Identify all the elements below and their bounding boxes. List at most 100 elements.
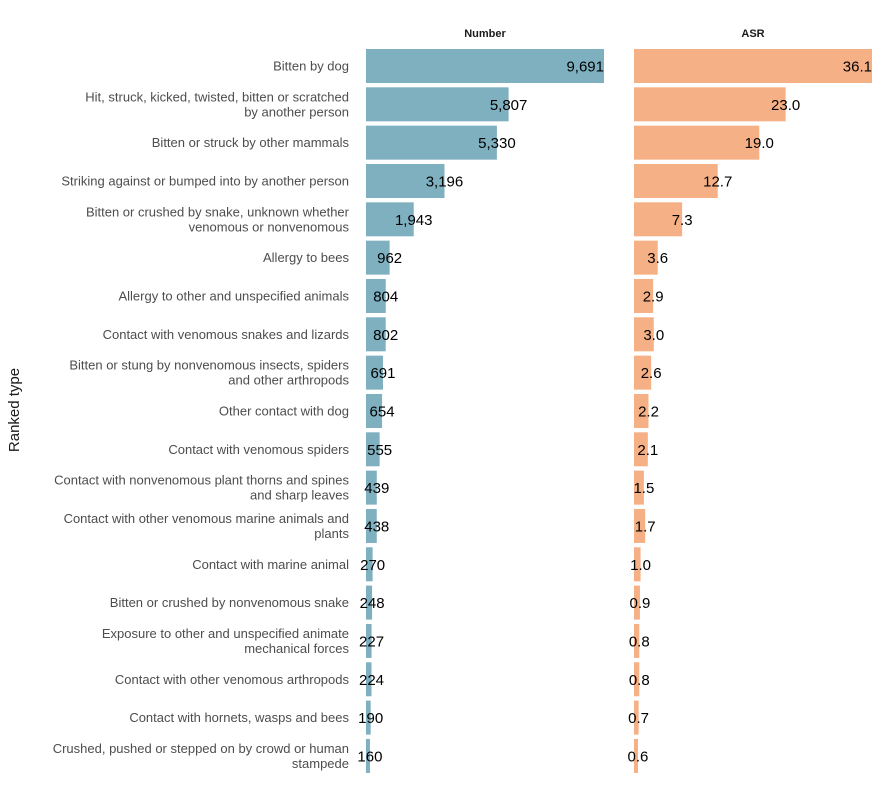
category-label: Contact with venomous spiders (168, 442, 349, 457)
category-label-line: Contact with venomous snakes and lizards (103, 327, 350, 342)
data-label: 5,807 (490, 97, 528, 114)
bar (366, 163, 445, 198)
bar (366, 355, 383, 390)
data-label: 19.0 (745, 135, 774, 152)
data-label: 654 (370, 403, 395, 420)
bar (634, 355, 652, 390)
bar (366, 125, 497, 160)
category-label-line: Exposure to other and unspecified animat… (102, 626, 349, 641)
data-label: 0.9 (630, 595, 651, 612)
category-label: Other contact with dog (219, 403, 349, 418)
data-label: 2.6 (641, 365, 662, 382)
category-label-line: Crushed, pushed or stepped on by crowd o… (53, 741, 349, 756)
category-label-line: and other arthropods (228, 373, 349, 388)
data-label: 7.3 (672, 212, 693, 229)
category-label: Bitten by dog (273, 59, 349, 74)
category-label-line: Contact with hornets, wasps and bees (129, 710, 349, 725)
bar (366, 585, 373, 620)
category-label: Bitten or struck by other mammals (152, 135, 350, 150)
bar (634, 393, 649, 428)
category-label: Contact with venomous snakes and lizards (103, 327, 350, 342)
category-label-line: Bitten or crushed by snake, unknown whet… (86, 204, 350, 219)
bar (634, 87, 786, 122)
bar (366, 547, 373, 582)
data-label: 438 (364, 518, 389, 535)
category-labels: Bitten by dog Hit, struck, kicked, twiste… (53, 59, 350, 771)
data-label: 0.8 (629, 633, 650, 650)
bar (634, 317, 654, 352)
category-label-line: Hit, struck, kicked, twisted, bitten or … (85, 89, 349, 104)
bar (366, 432, 380, 467)
bar (634, 585, 640, 620)
bar (366, 49, 604, 83)
data-label: 0.8 (629, 672, 650, 689)
bar (366, 508, 377, 543)
data-label: 270 (360, 557, 385, 574)
category-label-line: Contact with marine animal (192, 557, 349, 572)
data-label: 1.5 (633, 480, 654, 497)
category-label-line: venomous or nonvenomous (189, 219, 350, 234)
panel-title: Number (464, 28, 506, 40)
bar (366, 317, 386, 352)
data-label: 3.6 (647, 250, 668, 267)
data-label: 224 (359, 672, 384, 689)
bar (366, 623, 372, 658)
category-label: Contact with nonvenomous plant thorns an… (54, 473, 349, 503)
category-label: Bitten or crushed by nonvenomous snake (110, 595, 349, 610)
bar (366, 393, 383, 428)
panel-number: Number 9,691 5,807 5,330 3,196 1,943 962 804 802… (357, 28, 604, 773)
data-label: 9,691 (566, 59, 604, 76)
category-label: Contact with other venomous marine anima… (64, 511, 350, 541)
category-label: Hit, struck, kicked, twisted, bitten or … (85, 89, 349, 119)
category-label-line: Bitten or crushed by nonvenomous snake (110, 595, 349, 610)
bar (634, 278, 654, 313)
data-label: 439 (364, 480, 389, 497)
category-label-line: Bitten by dog (273, 59, 349, 74)
data-label: 5,330 (478, 135, 516, 152)
bar (634, 470, 644, 505)
category-label: Contact with hornets, wasps and bees (129, 710, 349, 725)
y-axis-title: Ranked type (6, 368, 23, 452)
category-label: Crushed, pushed or stepped on by crowd o… (53, 741, 349, 771)
data-label: 1,943 (395, 212, 433, 229)
panel-title: ASR (741, 28, 764, 40)
category-label-line: by another person (244, 104, 349, 119)
data-label: 12.7 (703, 173, 732, 190)
bar (634, 49, 872, 83)
category-label-line: Striking against or bumped into by anoth… (61, 173, 349, 188)
category-label-line: Bitten or stung by nonvenomous insects, … (69, 358, 349, 373)
category-label-line: Contact with other venomous marine anima… (64, 511, 349, 526)
category-label: Allergy to other and unspecified animals (118, 288, 349, 303)
data-label: 0.7 (628, 710, 649, 727)
bar (634, 662, 640, 697)
data-label: 555 (367, 442, 392, 459)
bar (366, 470, 377, 505)
data-label: 248 (360, 595, 385, 612)
bar (634, 738, 638, 773)
category-label-line: plants (314, 526, 349, 541)
data-label: 1.7 (635, 518, 656, 535)
bar (634, 700, 639, 735)
category-label: Allergy to bees (263, 250, 349, 265)
bar (366, 240, 390, 275)
data-label: 2.2 (638, 403, 659, 420)
bar (634, 163, 718, 198)
panel-asr: ASR 36.1 23.0 19.0 12.7 7.3 3.6 2.9 3.0 2.6 2.2 2.1… (628, 28, 872, 773)
category-label: Striking against or bumped into by anoth… (61, 173, 349, 188)
bar (634, 508, 646, 543)
data-label: 36.1 (843, 59, 872, 76)
data-label: 1.0 (630, 557, 651, 574)
data-label: 0.6 (628, 748, 649, 765)
category-label: Bitten or stung by nonvenomous insects, … (69, 358, 349, 388)
data-label: 190 (358, 710, 383, 727)
category-label-line: Contact with nonvenomous plant thorns an… (54, 473, 349, 488)
bar (366, 700, 371, 735)
category-label: Bitten or crushed by snake, unknown whet… (86, 204, 350, 234)
category-label-line: Allergy to bees (263, 250, 349, 265)
data-label: 3.0 (643, 327, 664, 344)
bar (366, 662, 372, 697)
category-label-line: Bitten or struck by other mammals (152, 135, 350, 150)
category-label: Contact with other venomous arthropods (115, 672, 350, 687)
category-label-line: mechanical forces (244, 641, 349, 656)
category-label-line: Allergy to other and unspecified animals (118, 288, 349, 303)
